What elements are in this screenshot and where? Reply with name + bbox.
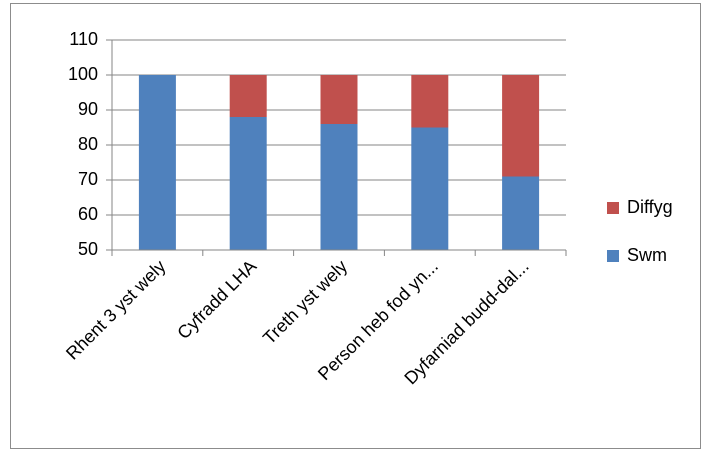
bar [411, 127, 449, 250]
legend-swatch [607, 202, 619, 214]
y-tick-label: 60 [78, 204, 98, 224]
bar [502, 176, 540, 250]
bar [138, 75, 176, 250]
x-tick-label: Rhent 3 yst wely [62, 256, 170, 364]
y-tick-label: 100 [68, 64, 98, 84]
bar [320, 75, 358, 124]
y-tick-label: 80 [78, 134, 98, 154]
bar [229, 75, 267, 117]
legend-swatch [607, 250, 619, 262]
y-tick-label: 50 [78, 239, 98, 259]
y-tick-label: 90 [78, 99, 98, 119]
legend-label: Swm [627, 245, 667, 265]
bar [502, 75, 540, 177]
x-tick-label: Treth yst wely [259, 256, 351, 348]
y-tick-label: 70 [78, 169, 98, 189]
bar [411, 75, 449, 128]
x-tick-label: Cyfradd LHA [173, 256, 260, 343]
bar [229, 117, 267, 250]
bar [320, 124, 358, 250]
y-tick-label: 110 [69, 29, 98, 49]
legend-label: Diffyg [627, 197, 673, 217]
